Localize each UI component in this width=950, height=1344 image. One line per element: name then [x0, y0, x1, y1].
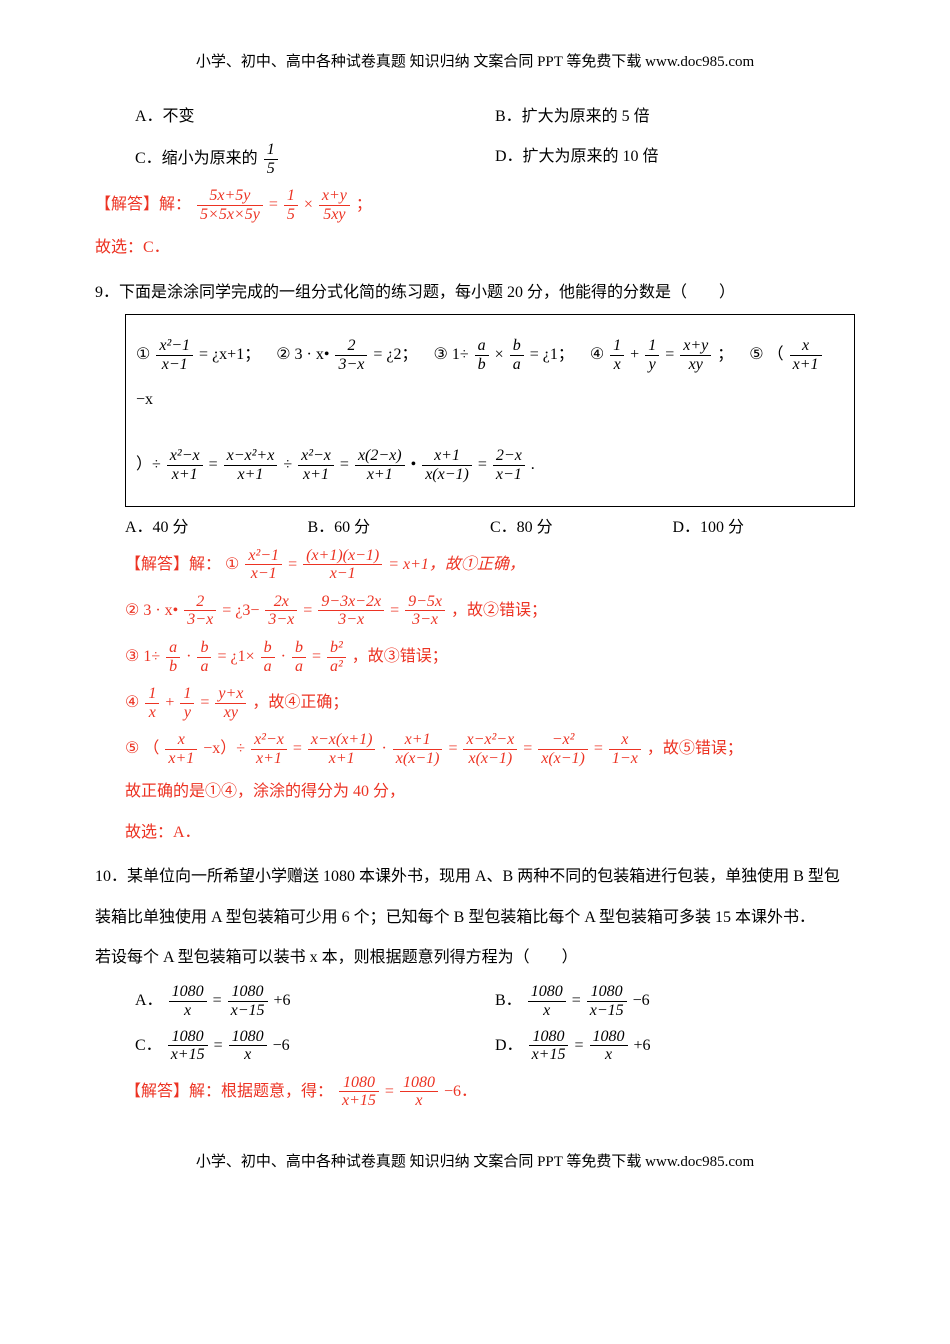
q10-solution: 【解答】解：根据题意，得： 1080x+15 = 1080x −6． [125, 1074, 855, 1110]
page-footer: 小学、初中、高中各种试卷真题 知识归纳 文案合同 PPT 等免费下载 www.d… [95, 1150, 855, 1171]
q10-option-b: B． 1080x = 1080x−15 −6 [495, 983, 855, 1019]
q8-solution: 【解答】解： 5x+5y 5×5x×5y = 1 5 × x+y 5xy ； [95, 187, 855, 223]
q8-option-c: C．缩小为原来的 1 5 [135, 141, 495, 177]
q9-option-d: D．100 分 [673, 513, 856, 537]
q9-sol3: ③ 1÷ ab · ba = ¿1× ba · ba = b²a² ，故③错误； [125, 639, 855, 675]
q9-sol1: 【解答】解： ① x²−1x−1 = (x+1)(x−1)x−1 = x+1，故… [125, 547, 855, 583]
q10-options-row2: C． 1080x+15 = 1080x −6 D． 1080x+15 = 108… [135, 1028, 855, 1064]
q9-options: A．40 分 B．60 分 C．80 分 D．100 分 [125, 513, 855, 537]
q10-stem-2: 装箱比单独使用 A 型包装箱可少用 6 个；已知每个 B 型包装箱比每个 A 型… [95, 903, 855, 933]
q10-option-a: A． 1080x = 1080x−15 +6 [135, 983, 495, 1019]
q8-option-a: A．不变 [135, 101, 495, 133]
q9-option-b: B．60 分 [308, 513, 491, 537]
q9-box-line1: ① x²−1x−1 = ¿x+1； ② 3 · x• 23−x = ¿2； ③ … [136, 333, 844, 423]
q10-stem-3: 若设每个 A 型包装箱可以装书 x 本，则根据题意列得方程为（ ） [95, 943, 855, 973]
q9-option-a: A．40 分 [125, 513, 308, 537]
q8-options-row2: C．缩小为原来的 1 5 D．扩大为原来的 10 倍 [135, 141, 855, 177]
q10-option-c: C． 1080x+15 = 1080x −6 [135, 1028, 495, 1064]
q10-stem-1: 10．某单位向一所希望小学赠送 1080 本课外书，现用 A、B 两种不同的包装… [95, 862, 855, 892]
q9-box: ① x²−1x−1 = ¿x+1； ② 3 · x• 23−x = ¿2； ③ … [125, 314, 855, 506]
q10-options-row1: A． 1080x = 1080x−15 +6 B． 1080x = 1080x−… [135, 983, 855, 1019]
q8-option-d: D．扩大为原来的 10 倍 [495, 141, 855, 177]
q8-frac1: 5x+5y 5×5x×5y [197, 187, 263, 223]
q9-choice: 故选：A． [125, 818, 855, 848]
q9-box-line2: ）÷ x²−xx+1 = x−x²+xx+1 ÷ x²−xx+1 = x(2−x… [136, 443, 844, 488]
q8-frac2: 1 5 [284, 187, 298, 223]
q8-options-row1: A．不变 B．扩大为原来的 5 倍 [135, 101, 855, 133]
q9-conclusion: 故正确的是①④，涂涂的得分为 40 分， [125, 777, 855, 807]
q8-option-b: B．扩大为原来的 5 倍 [495, 101, 855, 133]
frac-1-5: 1 5 [264, 141, 278, 177]
q10-option-d: D． 1080x+15 = 1080x +6 [495, 1028, 855, 1064]
q8-choice: 故选：C． [95, 233, 855, 263]
q9-sol4: ④ 1x + 1y = y+xxy ，故④正确； [125, 685, 855, 721]
q9-option-c: C．80 分 [490, 513, 673, 537]
q9-sol2: ② 3 · x• 23−x = ¿3− 2x3−x = 9−3x−2x3−x =… [125, 593, 855, 629]
q8-frac3: x+y 5xy [319, 187, 350, 223]
q9-stem: 9．下面是涂涂同学完成的一组分式化简的练习题，每小题 20 分，他能得的分数是（… [95, 278, 855, 308]
q9-sol5: ⑤ （ xx+1 −x）÷ x²−xx+1 = x−x(x+1)x+1 · x+… [125, 731, 855, 767]
page-header: 小学、初中、高中各种试卷真题 知识归纳 文案合同 PPT 等免费下载 www.d… [95, 50, 855, 71]
